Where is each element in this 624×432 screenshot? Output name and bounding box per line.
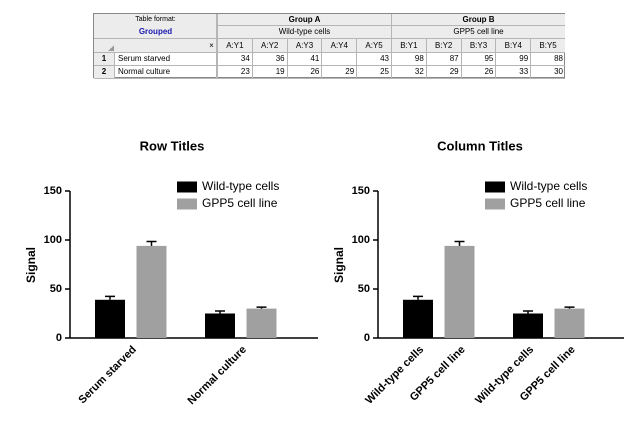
table-value: 29 [425,66,461,79]
y-tick-label: 50 [358,283,370,295]
table-value: 43 [356,53,391,66]
y-tick-label: 150 [44,185,62,197]
table-value: 41 [286,53,322,66]
table-value: 36 [251,53,287,66]
legend-swatch [485,198,505,210]
chart-title: Row Titles [140,138,205,153]
table-value: 25 [356,66,391,79]
table-value: 98 [391,53,426,66]
legend-label: Wild-type cells [510,179,587,193]
column-header: B:Y2 [425,39,461,53]
column-header: B:Y3 [460,39,496,53]
bar [444,245,475,338]
row-number: 2 [94,66,115,79]
table-value: 23 [217,66,252,79]
group-subtitle: GPP5 cell line [391,26,565,39]
group-title: Group B [391,14,565,26]
y-tick-label: 0 [364,332,370,344]
table-value [321,53,357,66]
legend-swatch [177,181,197,193]
legend-swatch [485,181,505,193]
error-bar [454,240,465,246]
error-bar [523,310,533,314]
y-axis-label: Signal [24,247,38,283]
table-value: 88 [530,53,565,66]
column-header: A:Y1 [217,39,252,53]
table-value: 26 [460,66,496,79]
legend-label: Wild-type cells [202,179,279,193]
column-header: A:Y5 [356,39,391,53]
x-tick-label: Normal culture [186,344,249,407]
bar [246,308,277,338]
bar [513,313,543,338]
error-bar [413,295,423,300]
column-header: B:Y5 [530,39,565,53]
error-bar [564,306,575,309]
corner-row [94,39,217,53]
group-title: Group A [217,14,391,26]
bar [95,299,125,338]
corner-header [94,14,217,39]
resize-icon [108,45,114,51]
y-tick-label: 150 [352,185,370,197]
y-tick-label: 50 [50,283,62,295]
table-value: 33 [495,66,531,79]
error-bar [256,306,267,309]
table-value: 26 [286,66,322,79]
corner-mark: × [209,41,214,50]
y-tick-label: 100 [352,234,370,246]
bar [554,308,585,338]
column-header: B:Y4 [495,39,531,53]
error-bar [146,240,157,246]
bar [136,245,167,338]
column-header: B:Y1 [391,39,426,53]
format-label: Table format: [135,16,176,23]
group-subtitle: Wild-type cells [217,26,391,39]
bar [403,299,433,338]
error-bar [105,295,115,300]
column-header: A:Y3 [286,39,322,53]
column-header: A:Y2 [251,39,287,53]
format-value: Grouped [138,27,173,36]
x-tick-label: Serum starved [76,344,139,407]
table-value: 87 [425,53,461,66]
table-value: 19 [251,66,287,79]
bar [205,313,235,338]
legend-label: GPP5 cell line [202,196,278,210]
y-tick-label: 0 [56,332,62,344]
error-bar [215,310,225,314]
y-axis-label: Signal [332,247,346,283]
legend-label: GPP5 cell line [510,196,586,210]
row-number: 1 [94,53,115,66]
chart-title: Column Titles [437,138,523,153]
column-header: A:Y4 [321,39,357,53]
table-value: 95 [460,53,496,66]
legend-swatch [177,198,197,210]
table-value: 29 [321,66,357,79]
y-tick-label: 100 [44,234,62,246]
table-value: 34 [217,53,252,66]
data-table: Table format: Grouped × Group A Wild-type ce… [93,13,565,79]
table-value: 99 [495,53,531,66]
table-value: 32 [391,66,426,79]
row-title: Normal culture [115,66,217,79]
table-value: 30 [530,66,565,79]
row-title: Serum starved [115,53,217,66]
